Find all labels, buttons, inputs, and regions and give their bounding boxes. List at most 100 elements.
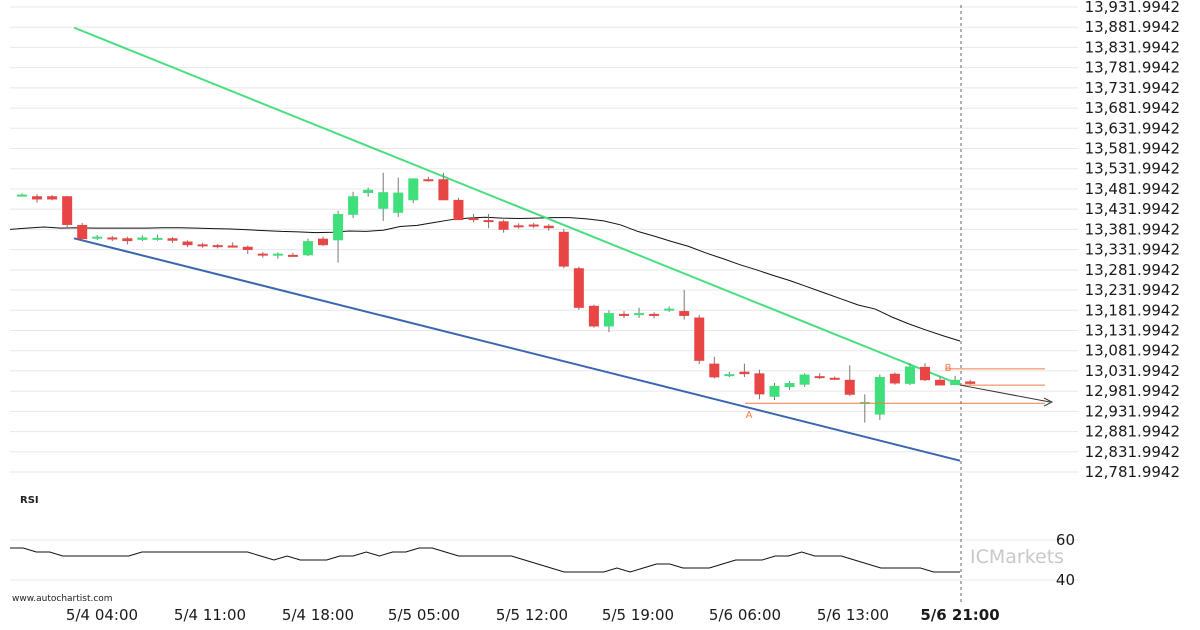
y-tick-label: 12,931.9942 — [1085, 402, 1180, 420]
candle-body — [348, 196, 359, 215]
y-tick-label: 13,031.9942 — [1085, 362, 1180, 380]
forecast-arrowhead — [1043, 397, 1054, 407]
price-axis: 13,931.9942 13,881.9942 13,831.9942 13,781.… — [1085, 0, 1180, 481]
candle-body — [453, 199, 464, 221]
y-tick-label: 13,781.9942 — [1085, 59, 1180, 77]
candle-body — [573, 268, 584, 308]
y-tick-label: 13,931.9942 — [1085, 0, 1180, 16]
x-tick-label: 5/6 06:00 — [709, 606, 781, 624]
rsi-line — [10, 547, 960, 573]
candle-body — [739, 371, 750, 375]
y-tick-label: 13,431.9942 — [1085, 200, 1180, 218]
x-tick-label: 5/5 05:00 — [388, 606, 460, 624]
candle-body — [904, 366, 915, 384]
candle-body — [272, 253, 283, 256]
y-tick-label: 13,631.9942 — [1085, 119, 1180, 137]
y-tick-label: 13,831.9942 — [1085, 38, 1180, 56]
y-tick-label: 13,081.9942 — [1085, 342, 1180, 360]
candle-body — [393, 192, 404, 213]
candle-body — [333, 214, 344, 241]
candle-body — [32, 196, 43, 200]
candle-body — [302, 241, 313, 256]
candle-body — [167, 238, 178, 241]
candle-body — [363, 189, 374, 193]
candle-body — [378, 192, 389, 209]
candle-body — [438, 179, 449, 201]
candle-body — [724, 374, 735, 377]
rsi-tick-label: 40 — [1056, 571, 1075, 589]
watermark: www.autochartist.com — [12, 594, 113, 604]
y-tick-label: 13,131.9942 — [1085, 321, 1180, 339]
candle-body — [107, 237, 118, 240]
rsi-title: RSI — [20, 495, 39, 506]
rsi-tick-label: 60 — [1056, 531, 1075, 549]
candle-body — [844, 379, 855, 395]
x-tick-label: 5/5 12:00 — [496, 606, 568, 624]
x-tick-label: 5/4 18:00 — [282, 606, 354, 624]
candle-body — [588, 305, 599, 327]
candle-body — [829, 377, 840, 380]
candle-body — [874, 376, 885, 415]
candle-body — [814, 376, 825, 379]
candle-body — [17, 194, 27, 197]
candle-body — [634, 313, 645, 316]
forecast-arrow — [959, 384, 1051, 403]
candle-body — [287, 254, 298, 257]
candle-body — [513, 225, 524, 228]
y-tick-label: 13,381.9942 — [1085, 220, 1180, 238]
candle-body — [152, 237, 163, 240]
pattern-levels: AB — [745, 363, 1054, 421]
candle-body — [769, 385, 780, 397]
candle-body — [649, 313, 660, 316]
y-tick-label: 13,331.9942 — [1085, 241, 1180, 259]
candle-body — [603, 313, 614, 327]
x-tick-label: 5/6 21:00 — [920, 606, 999, 624]
candle-body — [543, 225, 554, 229]
y-tick-label: 13,581.9942 — [1085, 140, 1180, 158]
candle-body — [965, 381, 976, 384]
candle-body — [935, 379, 946, 386]
y-tick-label: 13,731.9942 — [1085, 79, 1180, 97]
candle-body — [528, 224, 539, 227]
y-tick-label: 12,781.9942 — [1085, 463, 1180, 481]
candlesticks — [17, 172, 976, 423]
candle-body — [709, 363, 720, 378]
candle-body — [62, 196, 73, 225]
candle-body — [950, 379, 961, 386]
candle-body — [920, 366, 930, 381]
y-tick-label: 13,531.9942 — [1085, 160, 1180, 178]
candle-body — [122, 238, 133, 242]
candle-body — [182, 241, 193, 246]
y-tick-label: 12,981.9942 — [1085, 382, 1180, 400]
candle-body — [197, 244, 208, 247]
rsi-panel: 60 40 — [10, 531, 1078, 589]
candle-body — [137, 237, 148, 240]
candle-body — [694, 317, 705, 361]
y-tick-label: 13,231.9942 — [1085, 281, 1180, 299]
candle-body — [212, 245, 223, 248]
support-line — [73, 237, 961, 462]
candle-body — [423, 179, 434, 182]
candle-body — [92, 236, 103, 239]
y-tick-label: 13,681.9942 — [1085, 99, 1180, 117]
candle-body — [227, 245, 238, 248]
x-tick-label: 5/5 19:00 — [602, 606, 674, 624]
candle-body — [784, 383, 795, 388]
x-tick-label: 5/4 04:00 — [66, 606, 138, 624]
moving-average — [9, 216, 961, 342]
candle-body — [498, 221, 509, 230]
candle-body — [318, 238, 328, 246]
candle-body — [242, 246, 253, 251]
y-tick-label: 12,831.9942 — [1085, 443, 1180, 461]
y-tick-label: 13,281.9942 — [1085, 261, 1180, 279]
y-tick-label: 13,481.9942 — [1085, 180, 1180, 198]
candle-body — [619, 313, 629, 316]
candle-body — [483, 220, 494, 223]
trendlines — [73, 26, 961, 462]
y-tick-label: 13,181.9942 — [1085, 301, 1180, 319]
pattern-point-a: A — [746, 410, 753, 421]
x-tick-label: 5/6 13:00 — [817, 606, 889, 624]
candle-body — [799, 374, 810, 385]
candle-body — [664, 308, 675, 311]
